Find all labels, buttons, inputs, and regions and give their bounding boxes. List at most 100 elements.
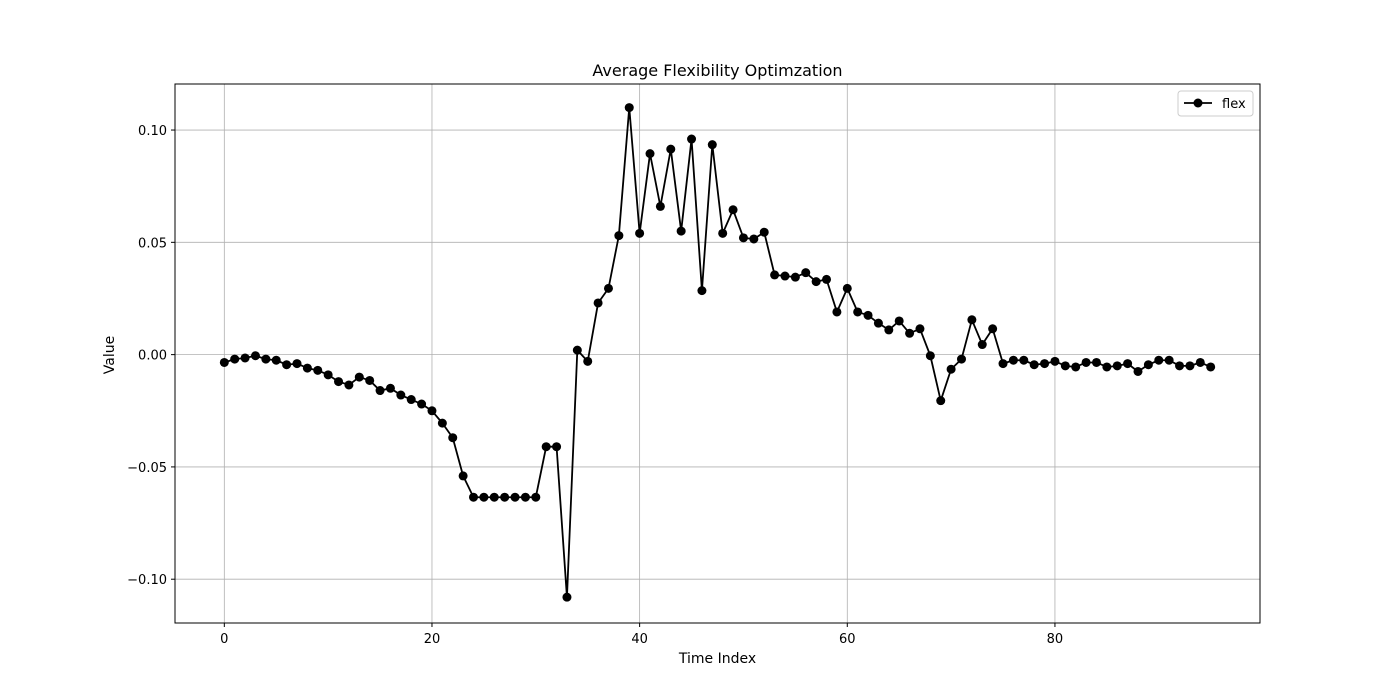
- data-point: [738, 233, 748, 243]
- data-point: [1040, 359, 1050, 369]
- data-point: [396, 390, 406, 400]
- data-point: [593, 298, 603, 308]
- y-tick-label: 0.10: [138, 124, 167, 139]
- data-point: [562, 592, 572, 602]
- data-point: [977, 340, 987, 350]
- x-tick-label: 80: [1047, 632, 1064, 647]
- data-point: [541, 442, 551, 452]
- data-point: [230, 354, 240, 364]
- data-point: [437, 418, 447, 428]
- data-point: [894, 316, 904, 326]
- data-point: [448, 433, 458, 443]
- data-point: [1102, 362, 1112, 372]
- data-point: [240, 353, 250, 363]
- data-point: [323, 370, 333, 380]
- data-point: [344, 380, 354, 390]
- data-point: [334, 377, 344, 387]
- plot-area-frame: [174, 83, 1261, 624]
- data-point: [354, 372, 364, 382]
- data-point: [1071, 362, 1081, 372]
- data-point: [1195, 357, 1205, 367]
- data-point: [946, 364, 956, 374]
- x-axis-ticks: 0 20 40 60 80: [220, 623, 1063, 647]
- x-axis-label: Time Index: [678, 651, 756, 667]
- data-point: [936, 396, 946, 406]
- data-point: [728, 205, 738, 215]
- data-point: [469, 492, 478, 502]
- data-point: [624, 103, 634, 113]
- data-point: [552, 442, 562, 452]
- data-point: [801, 268, 811, 278]
- data-point: [770, 270, 780, 280]
- data-point: [967, 315, 977, 325]
- data-point: [1112, 361, 1122, 371]
- data-point: [427, 406, 437, 416]
- data-point: [697, 286, 707, 296]
- data-point: [780, 271, 790, 281]
- y-tick-label: −0.05: [127, 461, 167, 476]
- y-axis-ticks: −0.10 −0.05 0.00 0.05 0.10: [127, 124, 175, 588]
- data-point: [1081, 357, 1091, 367]
- data-point: [915, 324, 925, 334]
- data-point: [687, 134, 697, 144]
- data-point: [998, 359, 1008, 369]
- x-tick-label: 0: [220, 632, 228, 647]
- data-point: [531, 492, 541, 502]
- grid: [175, 84, 1260, 623]
- y-tick-label: −0.10: [127, 573, 167, 588]
- data-point: [666, 144, 676, 154]
- data-point: [957, 354, 966, 364]
- data-point: [479, 492, 489, 502]
- data-point: [282, 360, 292, 370]
- data-point: [219, 357, 229, 367]
- data-point: [1154, 355, 1164, 365]
- data-point: [707, 140, 717, 150]
- data-point: [645, 149, 655, 159]
- data-point: [842, 283, 852, 293]
- data-point: [655, 201, 665, 211]
- legend-frame: [1177, 90, 1254, 117]
- data-point: [603, 283, 613, 293]
- data-point: [385, 383, 395, 393]
- data-point: [302, 363, 312, 373]
- data-point: [832, 307, 842, 317]
- data-point: [500, 492, 510, 502]
- data-point: [1029, 360, 1039, 370]
- data-point: [583, 356, 593, 366]
- data-point: [1164, 355, 1174, 365]
- data-point: [292, 359, 302, 369]
- x-tick-label: 60: [839, 632, 856, 647]
- data-point: [1019, 355, 1029, 365]
- y-tick-label: 0.00: [138, 349, 167, 364]
- data-point: [988, 324, 998, 334]
- data-point: [873, 318, 883, 328]
- data-point: [790, 272, 800, 282]
- data-point: [510, 492, 520, 502]
- data-point: [635, 228, 645, 238]
- x-tick-label: 40: [631, 632, 648, 647]
- data-point: [250, 351, 260, 361]
- data-point: [925, 351, 935, 361]
- data-point: [489, 492, 499, 502]
- data-point: [417, 399, 427, 409]
- data-point: [718, 228, 728, 238]
- data-point: [313, 365, 323, 375]
- data-point: [1008, 355, 1018, 365]
- data-point: [365, 375, 375, 385]
- data-point: [1175, 361, 1185, 371]
- data-point: [853, 307, 863, 317]
- data-point: [520, 492, 530, 502]
- data-point: [375, 386, 385, 396]
- data-point: [811, 277, 821, 287]
- data-point: [676, 226, 686, 236]
- data-point: [614, 231, 624, 241]
- data-point: [406, 395, 416, 405]
- legend-marker-swatch: [1193, 98, 1203, 108]
- data-point: [271, 355, 281, 365]
- y-tick-label: 0.05: [138, 236, 167, 251]
- data-point: [1133, 366, 1143, 376]
- data-point: [905, 328, 915, 338]
- data-point: [458, 471, 468, 481]
- data-point: [1206, 362, 1216, 372]
